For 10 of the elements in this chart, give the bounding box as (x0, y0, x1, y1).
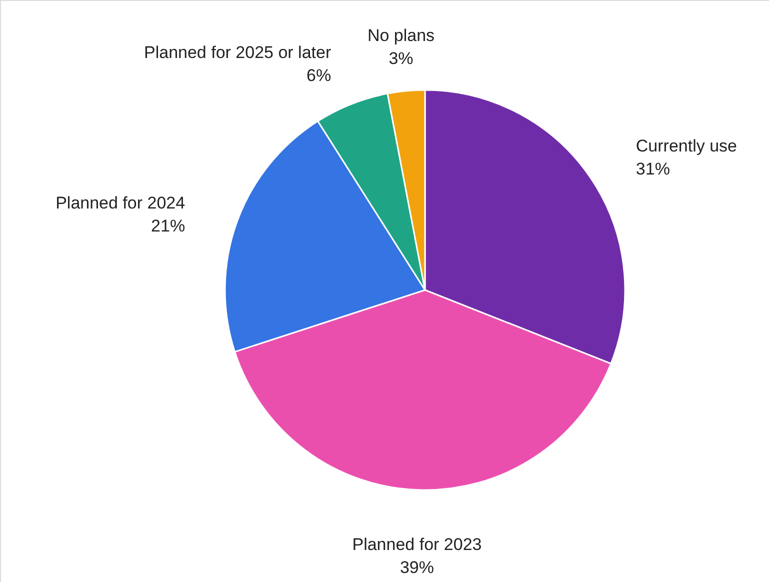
data-label: 39% (400, 558, 434, 577)
slice-label: Planned for 2025 or later (144, 42, 332, 62)
slice-label: Currently use (636, 136, 738, 156)
slice-label: Planned for 2024 (56, 194, 186, 213)
data-label: 21% (151, 216, 186, 236)
slice-label: Planned for 2023 (352, 534, 482, 554)
data-label: 3% (388, 49, 414, 68)
data-label: 31% (636, 160, 670, 179)
slice-label: No plans (367, 26, 435, 46)
data-label: 6% (306, 66, 332, 85)
